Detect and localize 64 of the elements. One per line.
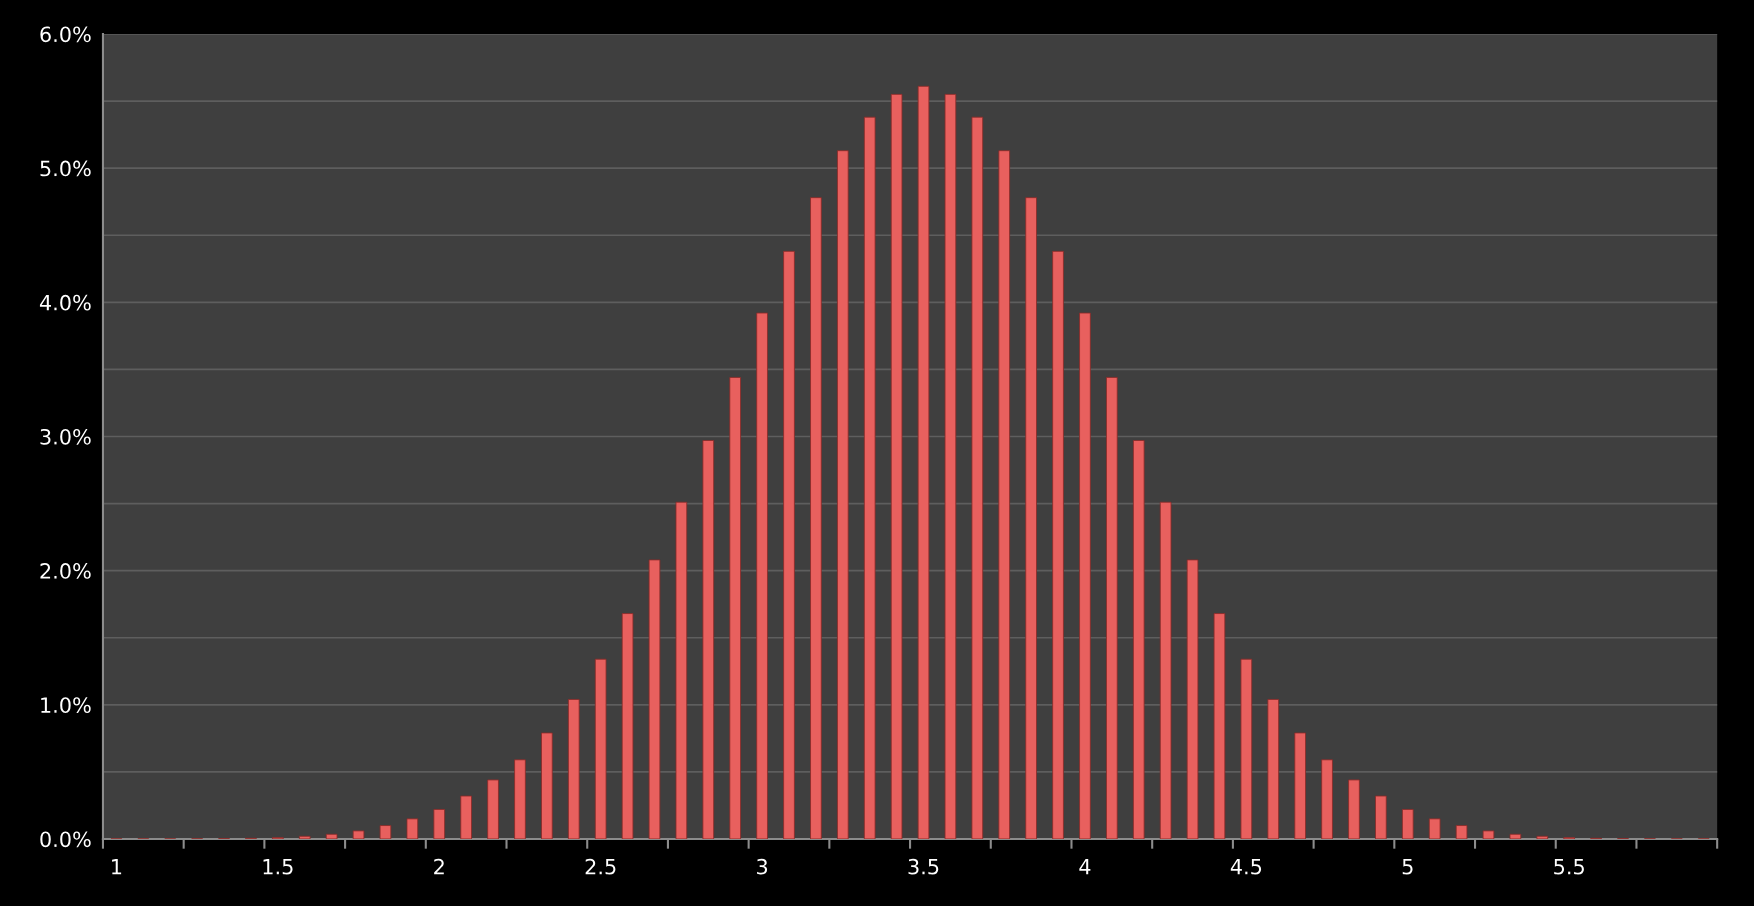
x-tick-label: 5.5 (1554, 859, 1584, 875)
bar (1455, 825, 1468, 839)
bar (541, 732, 553, 839)
x-tick-label: 2.5 (585, 858, 616, 875)
bar (460, 795, 472, 839)
bar (648, 559, 661, 839)
bar (675, 501, 688, 839)
y-tick-label: 4.0% (39, 294, 91, 311)
bar (998, 150, 1011, 839)
bar (1375, 795, 1387, 839)
bar (1240, 658, 1253, 839)
bar (1321, 759, 1333, 839)
bar (1267, 699, 1280, 839)
x-tick-label: 2 (434, 858, 444, 875)
bar (514, 759, 526, 839)
y-tick-label: 5.0% (40, 160, 91, 177)
bar (433, 809, 446, 839)
bar (594, 658, 607, 839)
bar (917, 85, 930, 839)
bar (1079, 312, 1091, 839)
bar (863, 116, 876, 839)
bar (756, 312, 768, 839)
bar (1132, 440, 1145, 839)
bar (567, 699, 580, 839)
bar (1213, 613, 1226, 839)
bar (971, 116, 984, 839)
bar (1401, 809, 1414, 839)
bar (810, 197, 822, 839)
bar (352, 830, 365, 839)
bar (1482, 830, 1495, 839)
bar (621, 613, 634, 839)
bar (406, 818, 419, 839)
bar (487, 779, 499, 839)
bar (1186, 559, 1199, 839)
bar (729, 377, 741, 839)
bar (1025, 197, 1037, 839)
bar (1159, 501, 1172, 839)
y-tick-label: 0.0% (40, 831, 91, 848)
x-tick-label: 3 (757, 858, 768, 875)
bar (944, 93, 957, 839)
bar (1294, 732, 1306, 839)
x-tick-label: 5 (1402, 859, 1413, 875)
bar (1536, 835, 1549, 839)
x-tick-label: 1 (112, 859, 122, 875)
bar (298, 835, 311, 839)
bar (1348, 779, 1360, 839)
x-tick-label: 4.5 (1230, 859, 1262, 875)
x-tick-label: 1.5 (263, 859, 293, 875)
bar (1509, 833, 1522, 839)
x-tick-label: 4 (1079, 859, 1091, 875)
bar (379, 825, 392, 839)
y-tick-label: 6.0% (40, 26, 91, 43)
y-tick-label: 1.0% (41, 697, 91, 713)
bar (890, 93, 903, 839)
bar (1428, 818, 1441, 839)
bar (1052, 250, 1064, 839)
y-tick-label: 3.0% (40, 428, 91, 445)
bar (783, 250, 795, 839)
y-tick-label: 2.0% (40, 563, 91, 579)
bar (837, 150, 849, 839)
bar (702, 440, 715, 839)
bar (1106, 377, 1118, 839)
x-tick-label: 3.5 (908, 858, 939, 875)
bar (325, 833, 338, 839)
